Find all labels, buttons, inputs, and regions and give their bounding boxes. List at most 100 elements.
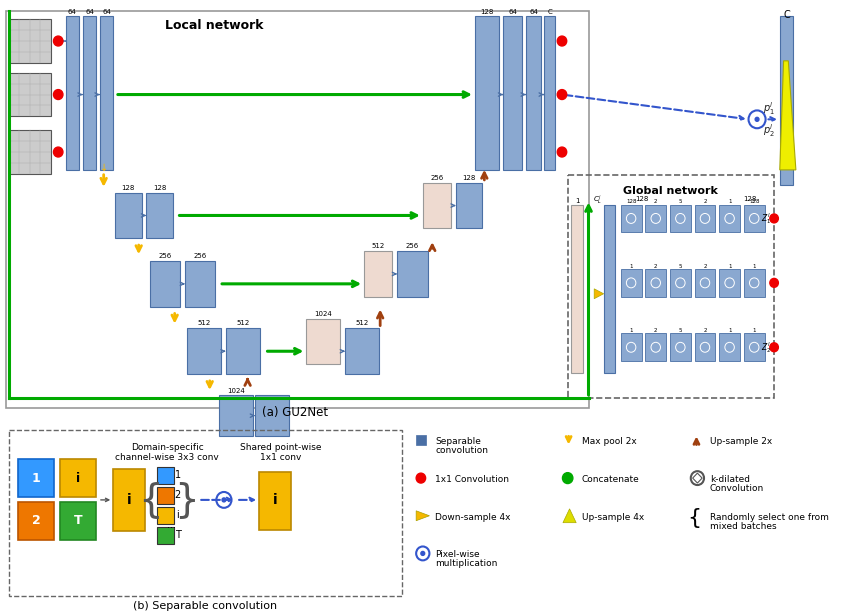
Bar bbox=[9, 130, 51, 174]
Text: 1: 1 bbox=[32, 471, 41, 485]
Bar bbox=[147, 192, 173, 238]
Text: 64: 64 bbox=[529, 9, 538, 15]
Circle shape bbox=[770, 343, 778, 352]
Text: 512: 512 bbox=[197, 321, 211, 327]
Text: C: C bbox=[784, 10, 791, 20]
Text: Pixel-wise: Pixel-wise bbox=[435, 550, 479, 560]
Bar bbox=[83, 17, 96, 170]
Text: Down-sample 4x: Down-sample 4x bbox=[435, 513, 511, 522]
Bar bbox=[423, 183, 451, 229]
Text: Convolution: Convolution bbox=[710, 484, 764, 493]
Bar bbox=[621, 205, 641, 232]
Text: 128: 128 bbox=[480, 9, 494, 15]
Text: ↓: ↓ bbox=[100, 163, 108, 173]
Text: C: C bbox=[547, 9, 552, 15]
Text: 256: 256 bbox=[430, 175, 444, 181]
Text: 128: 128 bbox=[626, 199, 636, 204]
Text: 2: 2 bbox=[654, 199, 657, 204]
Bar bbox=[503, 17, 523, 170]
Bar bbox=[397, 251, 428, 297]
Text: mixed batches: mixed batches bbox=[710, 522, 777, 531]
Bar bbox=[6, 11, 589, 408]
Text: $Z_2^l$: $Z_2^l$ bbox=[761, 340, 772, 355]
Bar bbox=[695, 269, 716, 297]
Text: 512: 512 bbox=[236, 321, 250, 327]
Bar bbox=[19, 502, 54, 539]
Bar bbox=[744, 269, 765, 297]
Bar bbox=[9, 73, 51, 116]
Bar bbox=[185, 261, 215, 306]
Circle shape bbox=[53, 89, 63, 99]
Bar bbox=[670, 269, 691, 297]
Text: 1: 1 bbox=[629, 328, 633, 333]
Text: 5: 5 bbox=[678, 264, 682, 268]
Bar bbox=[307, 319, 340, 364]
Bar bbox=[744, 333, 765, 361]
Bar bbox=[416, 435, 426, 446]
Bar bbox=[572, 205, 583, 373]
Bar bbox=[19, 459, 54, 497]
Bar bbox=[544, 17, 556, 170]
Text: 2: 2 bbox=[174, 490, 180, 500]
Bar bbox=[695, 205, 716, 232]
Bar bbox=[9, 430, 402, 596]
Text: 256: 256 bbox=[194, 253, 207, 259]
Text: multiplication: multiplication bbox=[435, 560, 497, 568]
Bar bbox=[670, 333, 691, 361]
Text: 64: 64 bbox=[68, 9, 77, 15]
Text: 1: 1 bbox=[728, 199, 731, 204]
Polygon shape bbox=[416, 511, 429, 520]
Text: 2: 2 bbox=[654, 328, 657, 333]
Text: $C_L^i$: $C_L^i$ bbox=[593, 194, 602, 207]
Bar bbox=[219, 395, 253, 436]
Bar bbox=[157, 467, 174, 484]
Text: i: i bbox=[76, 471, 80, 485]
Circle shape bbox=[557, 147, 567, 157]
Text: 2: 2 bbox=[32, 514, 41, 527]
Bar bbox=[66, 17, 79, 170]
Circle shape bbox=[421, 552, 424, 555]
Polygon shape bbox=[563, 509, 576, 523]
Bar bbox=[719, 333, 740, 361]
Text: (a) GU2Net: (a) GU2Net bbox=[262, 406, 328, 419]
Text: Separable: Separable bbox=[435, 438, 481, 446]
Bar bbox=[645, 269, 666, 297]
Circle shape bbox=[416, 473, 426, 483]
Circle shape bbox=[562, 473, 573, 484]
Text: }: } bbox=[174, 481, 198, 519]
Bar bbox=[187, 329, 221, 374]
Text: Domain-specific
channel-wise 3x3 conv: Domain-specific channel-wise 3x3 conv bbox=[115, 443, 219, 462]
Text: 1024: 1024 bbox=[227, 388, 245, 394]
Circle shape bbox=[557, 36, 567, 46]
Text: 2: 2 bbox=[654, 264, 657, 268]
Bar bbox=[226, 329, 260, 374]
Circle shape bbox=[53, 36, 63, 46]
Text: Local network: Local network bbox=[165, 18, 263, 32]
Text: {: { bbox=[688, 508, 701, 528]
Text: 5: 5 bbox=[678, 328, 682, 333]
Bar bbox=[100, 17, 113, 170]
Text: 1: 1 bbox=[728, 264, 731, 268]
Circle shape bbox=[770, 278, 778, 287]
Text: $Z_1^l$: $Z_1^l$ bbox=[761, 211, 772, 226]
Text: Max pool 2x: Max pool 2x bbox=[582, 438, 637, 446]
Bar bbox=[475, 17, 500, 170]
Text: 512: 512 bbox=[356, 321, 368, 327]
Text: convolution: convolution bbox=[435, 446, 488, 455]
Text: T: T bbox=[74, 514, 82, 527]
Bar bbox=[113, 469, 146, 531]
Text: 512: 512 bbox=[372, 243, 385, 249]
Text: 128: 128 bbox=[635, 196, 648, 202]
Text: 128: 128 bbox=[743, 196, 756, 202]
Circle shape bbox=[222, 498, 226, 502]
Text: 1: 1 bbox=[728, 328, 731, 333]
Bar bbox=[60, 502, 96, 539]
Bar bbox=[670, 205, 691, 232]
Bar bbox=[115, 192, 141, 238]
Bar bbox=[567, 175, 774, 398]
Bar bbox=[719, 205, 740, 232]
Text: i: i bbox=[176, 510, 179, 520]
Text: 1: 1 bbox=[752, 328, 756, 333]
Text: 256: 256 bbox=[406, 243, 419, 249]
Text: $p_2^l$: $p_2^l$ bbox=[762, 122, 774, 139]
